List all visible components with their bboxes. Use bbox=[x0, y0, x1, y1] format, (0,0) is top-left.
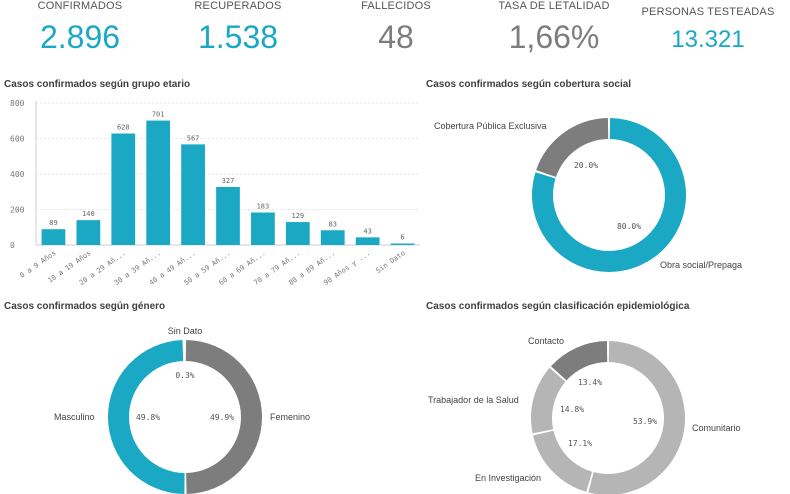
bar-value-label: 628 bbox=[117, 124, 130, 132]
bar[interactable] bbox=[355, 237, 380, 245]
bar[interactable] bbox=[41, 229, 66, 245]
kpi-value: 48 bbox=[378, 19, 414, 55]
slice-category-label: Trabajador de la Salud bbox=[428, 395, 519, 405]
slice-category-label: Obra social/Prepaga bbox=[660, 260, 742, 270]
slice-category-label: Sin Dato bbox=[168, 326, 203, 336]
donut-chart-clasificacion: 53.9% Comunitario 17.1% En Investigación 14.… bbox=[428, 336, 741, 494]
slice-category-label: Comunitario bbox=[692, 423, 741, 433]
kpi-label: RECUPERADOS bbox=[194, 0, 282, 12]
kpi-value: 1,66% bbox=[508, 19, 600, 55]
bar-value-label: 89 bbox=[49, 219, 57, 227]
bar[interactable] bbox=[111, 133, 136, 245]
donut-slice[interactable] bbox=[550, 341, 608, 381]
slice-category-label: En Investigación bbox=[475, 473, 541, 483]
kpi-value: 1.538 bbox=[197, 19, 279, 55]
bar-value-label: 701 bbox=[152, 111, 165, 119]
bar[interactable] bbox=[76, 220, 101, 245]
slice-percent-label: 53.9% bbox=[633, 417, 657, 426]
y-tick-label: 400 bbox=[10, 170, 25, 179]
kpi-label: CONFIRMADOS bbox=[37, 0, 123, 12]
bar-value-label: 129 bbox=[291, 212, 304, 220]
kpi-value: 2.896 bbox=[39, 19, 121, 55]
slice-percent-label: 49.9% bbox=[210, 413, 234, 422]
slice-percent-label: 0.3% bbox=[175, 371, 194, 380]
y-tick-label: 600 bbox=[10, 135, 25, 144]
chart-title-clasificacion: Casos confirmados según clasificación ep… bbox=[426, 301, 690, 312]
donut-chart-cobertura-social: 80.0% Obra social/Prepaga 20.0% Cobertura P… bbox=[434, 118, 742, 272]
kpi-label: FALLECIDOS bbox=[361, 0, 431, 12]
bar[interactable] bbox=[285, 222, 310, 245]
bar-value-label: 140 bbox=[82, 210, 95, 218]
slice-percent-label: 49.8% bbox=[136, 413, 160, 422]
slice-category-label: Contacto bbox=[528, 336, 564, 346]
bar[interactable] bbox=[216, 186, 240, 245]
donut-slice[interactable] bbox=[588, 341, 685, 494]
bar[interactable] bbox=[181, 144, 205, 245]
bar-value-label: 567 bbox=[187, 134, 200, 142]
donut-slice[interactable] bbox=[533, 430, 593, 492]
slice-category-label: Cobertura Pública Exclusiva bbox=[434, 121, 547, 131]
kpi-personas-testeadas: PERSONAS TESTEADAS 13.321 bbox=[628, 0, 788, 59]
donut-slice[interactable] bbox=[185, 340, 263, 494]
kpi-label: PERSONAS TESTEADAS bbox=[641, 6, 775, 18]
bar[interactable] bbox=[251, 212, 275, 245]
bar[interactable] bbox=[390, 243, 415, 246]
bar-value-label: 6 bbox=[400, 234, 404, 242]
donut-slice[interactable] bbox=[107, 340, 185, 494]
x-tick-label: Sin Dato bbox=[374, 249, 406, 275]
bar[interactable] bbox=[146, 120, 171, 245]
kpi-label: TASA DE LETALIDAD bbox=[498, 0, 610, 12]
kpi-value: 13.321 bbox=[671, 26, 745, 53]
donut-slice[interactable] bbox=[536, 118, 609, 177]
kpi-recuperados: RECUPERADOS 1.538 bbox=[158, 0, 318, 56]
slice-percent-label: 17.1% bbox=[568, 439, 592, 448]
bar-value-label: 183 bbox=[257, 203, 270, 211]
slice-percent-label: 14.8% bbox=[560, 405, 584, 414]
donut-chart-genero: 49.9% Femenino 49.8% Masculino 0.3% Sin Dato bbox=[54, 326, 310, 494]
slice-percent-label: 80.0% bbox=[617, 222, 641, 231]
chart-title-genero: Casos confirmados según género bbox=[4, 301, 166, 312]
kpi-tasa-letalidad: TASA DE LETALIDAD 1,66% bbox=[474, 0, 634, 56]
donut-slice[interactable] bbox=[531, 367, 566, 434]
chart-title-grupo-etario: Casos confirmados según grupo etario bbox=[4, 79, 191, 90]
slice-percent-label: 13.4% bbox=[578, 378, 602, 387]
kpi-confirmados: CONFIRMADOS 2.896 bbox=[0, 0, 160, 56]
bar-value-label: 327 bbox=[222, 177, 235, 185]
bar-value-label: 43 bbox=[363, 227, 371, 235]
slice-category-label: Femenino bbox=[270, 412, 310, 422]
bar-value-label: 83 bbox=[329, 220, 337, 228]
y-tick-label: 200 bbox=[10, 206, 25, 215]
chart-title-cobertura-social: Casos confirmados según cobertura social bbox=[426, 79, 632, 90]
y-tick-label: 800 bbox=[10, 99, 25, 108]
slice-category-label: Masculino bbox=[54, 412, 95, 422]
bar[interactable] bbox=[320, 230, 345, 245]
slice-percent-label: 20.0% bbox=[574, 161, 598, 170]
kpi-fallecidos: FALLECIDOS 48 bbox=[316, 0, 476, 56]
y-tick-label: 0 bbox=[10, 241, 15, 250]
